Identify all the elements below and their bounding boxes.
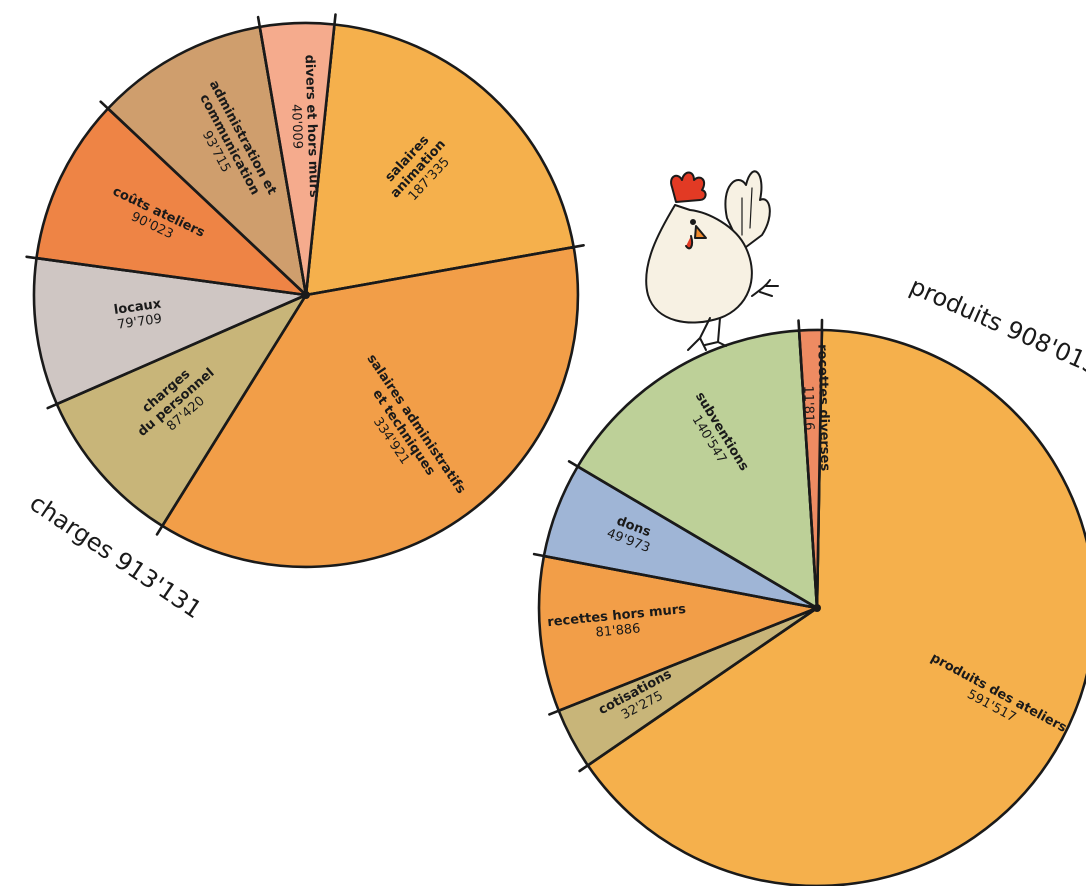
- pie-slice: [106, 25, 308, 297]
- pie-center: [813, 604, 821, 612]
- chicken-icon: [645, 170, 779, 351]
- slice-divider: [797, 319, 819, 610]
- slice-divider: [304, 244, 585, 297]
- pie-center: [302, 291, 310, 299]
- slice-divider: [548, 606, 819, 716]
- slice-label: locaux79'709: [113, 297, 165, 333]
- slice-label: divers et hors murs40'009: [287, 54, 322, 198]
- slice-divider: [578, 606, 819, 773]
- pie-slice: [32, 256, 308, 406]
- pie-slice: [161, 245, 580, 569]
- pie-slice: [586, 328, 1086, 888]
- slice-divider: [25, 255, 308, 297]
- slice-divider: [46, 293, 308, 410]
- slice-label: recettes diverses11'816: [799, 344, 832, 472]
- slice-divider: [256, 15, 308, 297]
- slice-divider: [99, 100, 308, 297]
- slice-divider: [532, 552, 819, 610]
- pie-slice: [537, 554, 819, 712]
- produits-pie: produits des ateliers591'517cotisations3…: [532, 318, 1086, 888]
- slice-divider: [155, 293, 308, 536]
- pie-slice: [35, 107, 308, 297]
- pie-slice: [304, 23, 575, 297]
- slice-divider: [567, 460, 819, 610]
- pie-slice: [55, 293, 308, 528]
- pie-slice: [576, 329, 819, 610]
